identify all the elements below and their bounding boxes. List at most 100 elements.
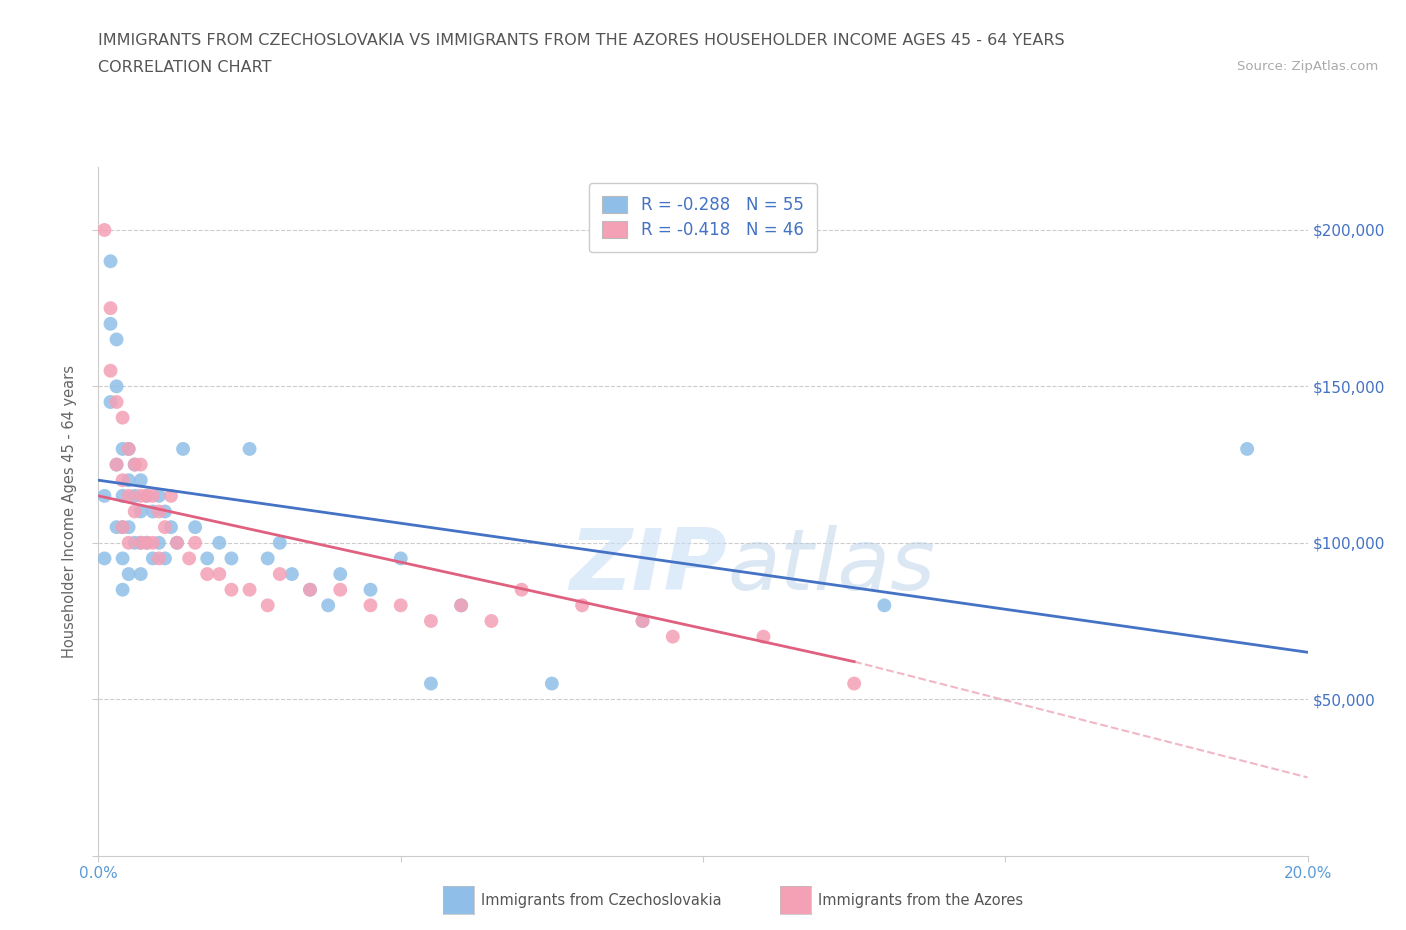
Point bbox=[420, 676, 443, 691]
Point bbox=[129, 536, 152, 551]
Point bbox=[118, 536, 141, 551]
Point bbox=[111, 442, 134, 457]
Point bbox=[329, 582, 352, 597]
Point bbox=[299, 582, 322, 597]
Text: Immigrants from Czechoslovakia: Immigrants from Czechoslovakia bbox=[481, 893, 721, 908]
Point bbox=[100, 394, 122, 409]
Point bbox=[450, 598, 472, 613]
Point bbox=[118, 472, 141, 487]
Point bbox=[450, 598, 472, 613]
Point bbox=[160, 488, 183, 503]
Point bbox=[105, 458, 128, 472]
Point bbox=[269, 536, 291, 551]
Point bbox=[135, 488, 157, 503]
Point bbox=[148, 551, 170, 565]
Point bbox=[111, 410, 134, 425]
Point bbox=[118, 488, 141, 503]
Text: Immigrants from the Azores: Immigrants from the Azores bbox=[818, 893, 1024, 908]
Point bbox=[118, 520, 141, 535]
Point bbox=[124, 536, 146, 551]
Point bbox=[142, 504, 165, 519]
Point bbox=[256, 598, 278, 613]
Point bbox=[540, 676, 562, 691]
Point bbox=[873, 598, 896, 613]
Point bbox=[166, 536, 188, 551]
Point bbox=[208, 566, 231, 581]
Point bbox=[571, 598, 593, 613]
Legend: R = -0.288   N = 55, R = -0.418   N = 46: R = -0.288 N = 55, R = -0.418 N = 46 bbox=[589, 182, 817, 252]
Point bbox=[148, 488, 170, 503]
Point bbox=[389, 551, 412, 565]
Point bbox=[93, 551, 115, 565]
Point bbox=[148, 536, 170, 551]
Point bbox=[148, 504, 170, 519]
Point bbox=[329, 566, 352, 581]
Point bbox=[129, 472, 152, 487]
Point bbox=[184, 520, 207, 535]
Point bbox=[129, 504, 152, 519]
Point bbox=[124, 504, 146, 519]
Point bbox=[142, 536, 165, 551]
Point bbox=[631, 614, 654, 629]
Point bbox=[1236, 442, 1258, 457]
Point bbox=[142, 488, 165, 503]
Point bbox=[105, 458, 128, 472]
Point bbox=[360, 598, 382, 613]
Point bbox=[111, 520, 134, 535]
Point bbox=[100, 300, 122, 315]
Point bbox=[93, 488, 115, 503]
Text: CORRELATION CHART: CORRELATION CHART bbox=[98, 60, 271, 75]
Text: atlas: atlas bbox=[727, 525, 935, 608]
Point bbox=[105, 379, 128, 393]
Y-axis label: Householder Income Ages 45 - 64 years: Householder Income Ages 45 - 64 years bbox=[62, 365, 77, 658]
Point bbox=[153, 504, 176, 519]
Point bbox=[100, 364, 122, 379]
Point bbox=[208, 536, 231, 551]
Text: Source: ZipAtlas.com: Source: ZipAtlas.com bbox=[1237, 60, 1378, 73]
Point bbox=[111, 488, 134, 503]
Point bbox=[118, 442, 141, 457]
Point bbox=[135, 536, 157, 551]
Point bbox=[105, 332, 128, 347]
Point bbox=[111, 582, 134, 597]
Point bbox=[118, 442, 141, 457]
Text: ZIP: ZIP bbox=[569, 525, 727, 608]
Point bbox=[129, 458, 152, 472]
Point bbox=[389, 598, 412, 613]
Point bbox=[360, 582, 382, 597]
Point bbox=[160, 520, 183, 535]
Point bbox=[111, 520, 134, 535]
Point bbox=[752, 630, 775, 644]
Point bbox=[510, 582, 533, 597]
Text: IMMIGRANTS FROM CZECHOSLOVAKIA VS IMMIGRANTS FROM THE AZORES HOUSEHOLDER INCOME : IMMIGRANTS FROM CZECHOSLOVAKIA VS IMMIGR… bbox=[98, 33, 1066, 47]
Point bbox=[129, 536, 152, 551]
Point bbox=[195, 551, 218, 565]
Point bbox=[221, 551, 243, 565]
Point bbox=[105, 394, 128, 409]
Point bbox=[111, 551, 134, 565]
Point bbox=[420, 614, 443, 629]
Point bbox=[269, 566, 291, 581]
Point bbox=[111, 472, 134, 487]
Point bbox=[105, 520, 128, 535]
Point bbox=[184, 536, 207, 551]
Point bbox=[124, 458, 146, 472]
Point bbox=[195, 566, 218, 581]
Point bbox=[135, 536, 157, 551]
Point bbox=[631, 614, 654, 629]
Point bbox=[124, 458, 146, 472]
Point bbox=[256, 551, 278, 565]
Point bbox=[100, 254, 122, 269]
Point bbox=[239, 442, 262, 457]
Point bbox=[281, 566, 304, 581]
Point bbox=[135, 488, 157, 503]
Point bbox=[844, 676, 866, 691]
Point bbox=[481, 614, 503, 629]
Point bbox=[129, 488, 152, 503]
Point bbox=[221, 582, 243, 597]
Point bbox=[172, 442, 194, 457]
Point bbox=[166, 536, 188, 551]
Point bbox=[662, 630, 685, 644]
Point bbox=[179, 551, 201, 565]
Point bbox=[153, 551, 176, 565]
